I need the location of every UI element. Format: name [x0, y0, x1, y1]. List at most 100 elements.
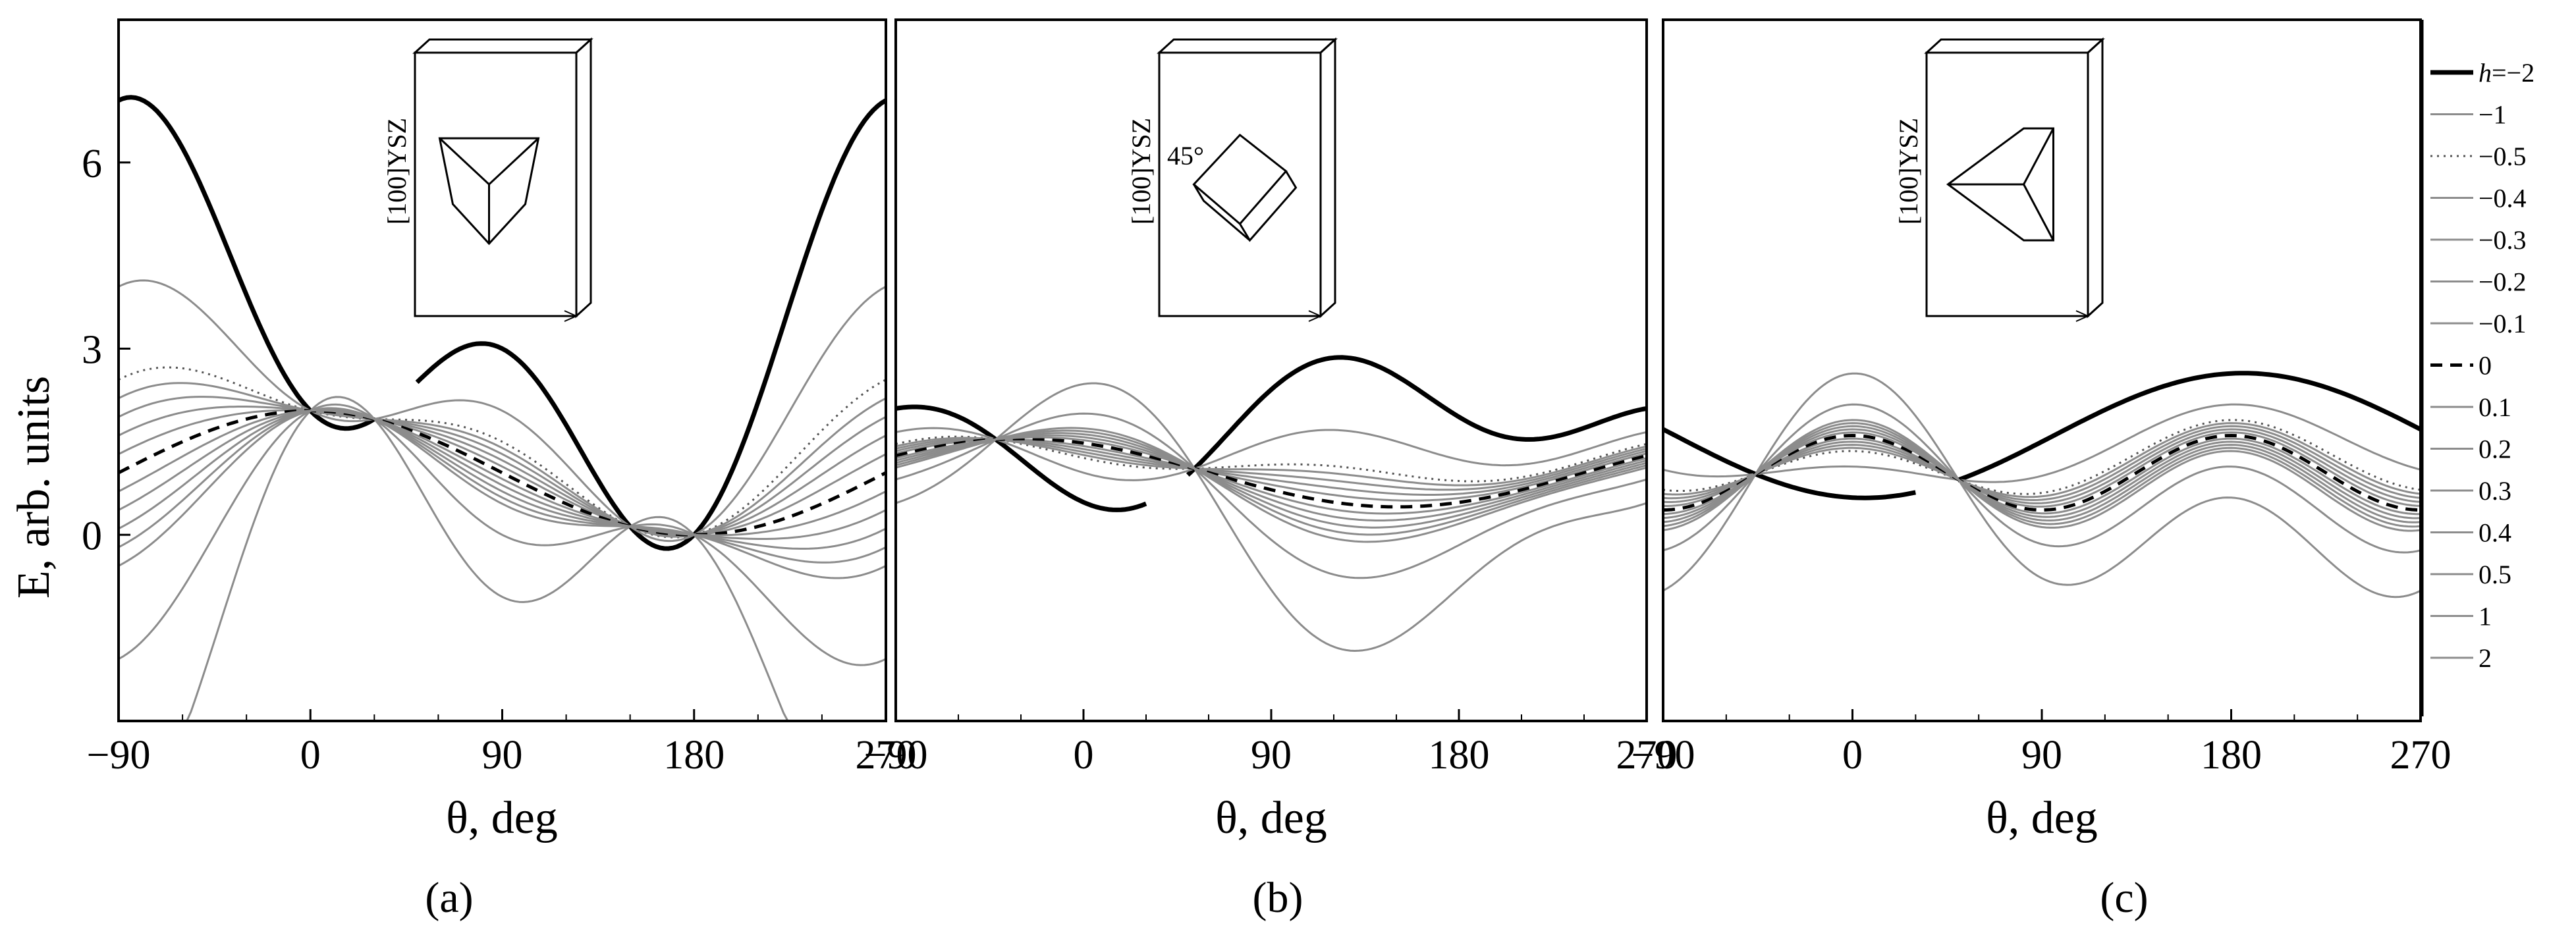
- series-line-h-m0p4: [118, 382, 887, 538]
- series-line-h-m2-part-0: [117, 95, 376, 431]
- legend: h=−2 −1 −0.5 −0.4 −0.3 −0.2 −0.1 0 0.1 0.2 0.3 0.4 0…: [2421, 20, 2535, 716]
- series-line-h-m2-part-1: [1186, 355, 1647, 477]
- series-line-h-m2-part-1: [1956, 371, 2422, 483]
- series-line-h-0: [117, 409, 887, 537]
- x-tick-label: 0: [300, 733, 321, 778]
- panel-a-ticks: −90 0 90 180 270 0 3 6: [82, 142, 917, 778]
- panel-b-inset: [100]YSZ 45°: [1126, 37, 1338, 322]
- legend-label: 1: [2479, 602, 2492, 631]
- inset-axis-label: [100]YSZ: [1894, 118, 1923, 225]
- crystal-block-icon: [412, 37, 593, 322]
- series-line-h-0p5: [895, 427, 1647, 543]
- legend-label: 0: [2479, 351, 2492, 381]
- series-line-h-m0p2: [1662, 428, 2421, 504]
- series-line-h-1: [1662, 403, 2421, 554]
- series-line-h-0p2: [118, 409, 887, 540]
- series-line-h-0p3: [118, 408, 887, 550]
- series-line-h-m1: [1662, 403, 2421, 483]
- series-line-h-m0p5: [895, 435, 1647, 483]
- y-tick-label: 6: [82, 142, 102, 186]
- inset-axis-label-group: [100]YSZ: [1894, 118, 1923, 225]
- panel-c-curves: [1662, 371, 2422, 599]
- legend-label: h=−2: [2479, 58, 2535, 88]
- series-line-h-0p5: [118, 407, 887, 579]
- legend-label: −0.3: [2479, 225, 2527, 255]
- series-line-h-0p2: [895, 434, 1647, 521]
- panel-a-inset: [100]YSZ: [382, 37, 593, 322]
- x-tick-label: 0: [1842, 733, 1863, 778]
- panel-b-xlabel: θ, deg: [1215, 793, 1327, 843]
- legend-label: −0.1: [2479, 309, 2527, 338]
- legend-label: −0.2: [2479, 267, 2527, 297]
- series-line-h-0: [1662, 434, 2421, 512]
- x-tick-label: 180: [2201, 733, 2262, 778]
- series-line-h-m0p4: [895, 437, 1647, 487]
- series-line-h-0p1: [118, 409, 887, 537]
- x-tick-label: 90: [482, 733, 523, 778]
- inset-angle-label: 45°: [1167, 141, 1204, 171]
- inset-axis-label: [100]YSZ: [382, 118, 412, 225]
- series-line-h-0p4: [1662, 422, 2421, 528]
- inset-axis-label: [100]YSZ: [1126, 118, 1156, 225]
- panel-b-curves: [895, 355, 1647, 652]
- y-tick-label: 3: [82, 328, 102, 373]
- series-line-h-m2-part-1: [415, 98, 887, 551]
- inset-axis-label-group: [100]YSZ: [1126, 118, 1156, 225]
- inset-axis-label-group: [100]YSZ: [382, 118, 412, 225]
- series-line-h-m0p3: [118, 396, 887, 537]
- crystal-block-icon: [1924, 37, 2105, 322]
- x-tick-label: −90: [87, 733, 151, 778]
- x-tick-label: 180: [1429, 733, 1490, 778]
- series-line-h-2: [1662, 372, 2421, 599]
- panel-a: −90 0 90 180 270 0 3 6 [100]YSZ θ, deg (a) E, a…: [9, 18, 917, 922]
- series-line-h-m1: [895, 427, 1647, 481]
- series-line-h-0p3: [1662, 425, 2421, 523]
- series-line-h-m0p4: [1662, 422, 2421, 498]
- x-tick-label: −90: [1631, 733, 1695, 778]
- x-tick-label: 270: [856, 733, 917, 778]
- series-line-h-0p1: [1662, 431, 2421, 516]
- series-line-h-m0p5: [118, 366, 887, 539]
- series-line-h-0p4: [118, 408, 887, 564]
- x-tick-label: 270: [2390, 733, 2452, 778]
- panel-c-ticks: −90 0 90 180 270: [1631, 709, 2452, 778]
- series-line-h-m0p3: [1662, 425, 2421, 501]
- x-tick-label: 90: [1251, 733, 1292, 778]
- series-line-h-2: [119, 396, 886, 722]
- panel-a-ylabel-group: E, arb. units: [9, 376, 59, 599]
- x-tick-label: −90: [864, 733, 928, 778]
- panel-b-label: (b): [1253, 874, 1303, 922]
- y-tick-label: 0: [82, 514, 102, 558]
- series-line-h-0p5: [1662, 419, 2421, 532]
- legend-label: −1: [2479, 100, 2507, 130]
- panel-c-xlabel: θ, deg: [1986, 793, 2098, 843]
- series-line-h-m2-part-0: [895, 404, 1147, 512]
- series-line-h-0p2: [1662, 428, 2421, 520]
- panel-a-curves: [117, 95, 887, 722]
- series-line-h-m1: [118, 279, 887, 543]
- series-line-h-m0p2: [118, 406, 887, 537]
- x-tick-label: 90: [2021, 733, 2062, 778]
- panel-c-inset: [100]YSZ: [1894, 37, 2105, 322]
- panel-b-ticks: −90 0 90 180 270: [864, 709, 1678, 778]
- panel-c-label: (c): [2100, 874, 2148, 922]
- x-tick-label: 180: [663, 733, 725, 778]
- x-tick-label: 270: [1616, 733, 1678, 778]
- series-line-h-m0p2: [895, 438, 1647, 496]
- panel-a-xlabel: θ, deg: [446, 793, 558, 843]
- legend-label: 0.1: [2479, 392, 2511, 422]
- panel-b: −90 0 90 180 270 [100]YSZ 45° θ, deg (b): [864, 18, 1678, 922]
- legend-label: 2: [2479, 643, 2492, 673]
- series-line-h-2: [895, 382, 1647, 652]
- legend-label: 0.4: [2479, 518, 2511, 548]
- legend-label: −0.4: [2479, 184, 2527, 213]
- series-line-h-1: [895, 412, 1647, 579]
- series-line-h-m0p1: [118, 409, 887, 537]
- legend-label: −0.5: [2479, 142, 2527, 171]
- series-line-h-1: [118, 403, 887, 666]
- panel-c: −90 0 90 180 270 [100]YSZ θ, deg (c): [1631, 18, 2452, 922]
- series-line-h-0p3: [895, 432, 1647, 529]
- series-line-h-m2-part-0: [1662, 427, 1916, 500]
- x-tick-label: 0: [1074, 733, 1094, 778]
- legend-label: 0.2: [2479, 435, 2511, 464]
